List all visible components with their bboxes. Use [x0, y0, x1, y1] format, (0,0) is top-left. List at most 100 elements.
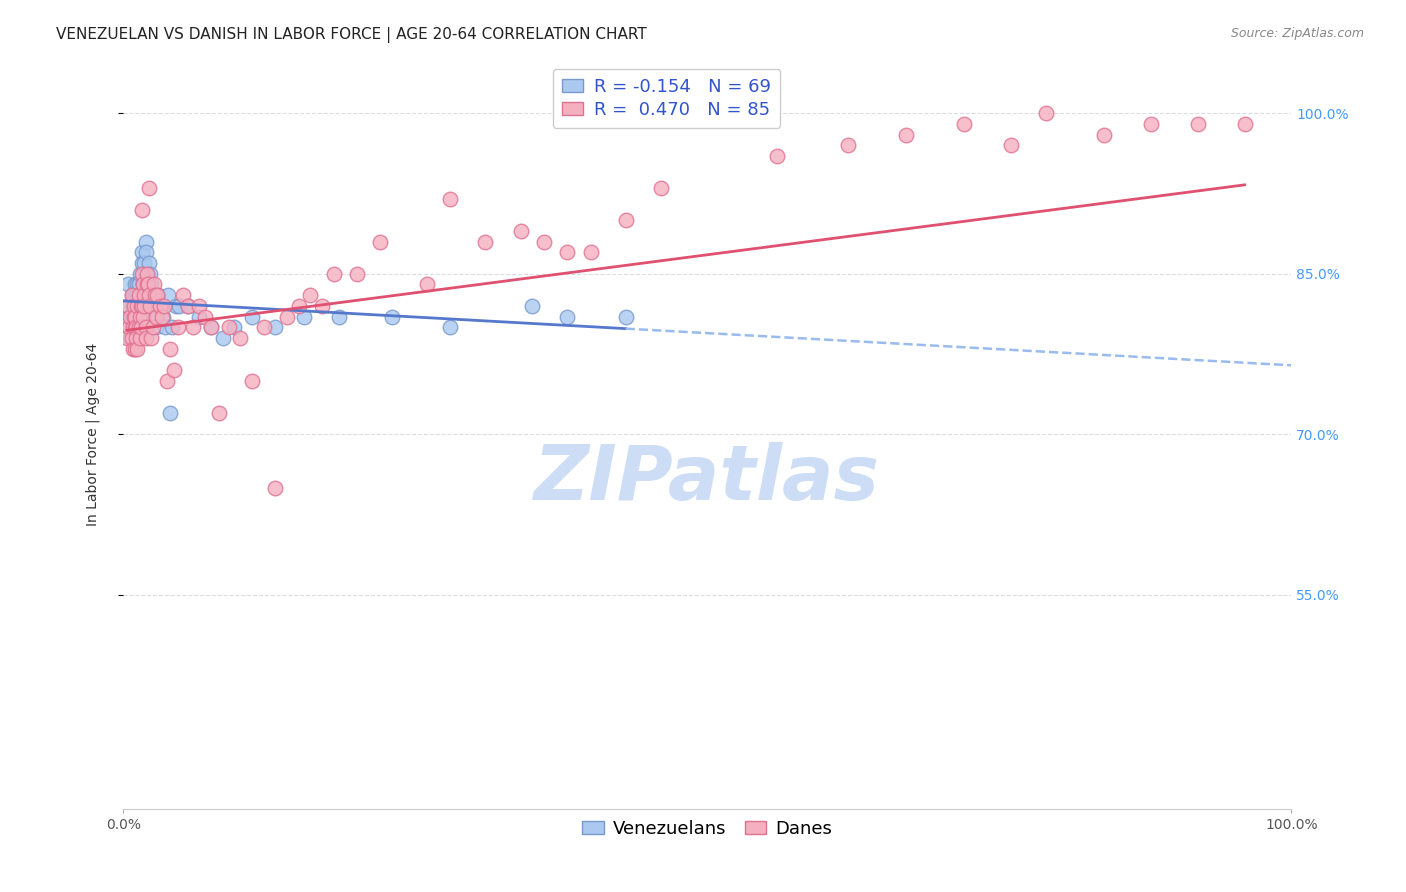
Point: [614, 213, 637, 227]
Point: [439, 192, 461, 206]
Point: [122, 288, 145, 302]
Point: [131, 245, 153, 260]
Point: [122, 310, 145, 324]
Point: [125, 320, 148, 334]
Point: [159, 342, 181, 356]
Point: [533, 235, 555, 249]
Point: [169, 299, 191, 313]
Point: [138, 181, 160, 195]
Point: [120, 310, 142, 324]
Point: [120, 331, 142, 345]
Text: ZIPatlas: ZIPatlas: [534, 442, 880, 516]
Point: [125, 331, 148, 345]
Point: [134, 288, 156, 302]
Point: [115, 299, 138, 313]
Point: [252, 320, 274, 334]
Point: [129, 320, 152, 334]
Point: [156, 374, 179, 388]
Point: [381, 310, 404, 324]
Point: [141, 331, 163, 345]
Point: [264, 481, 287, 495]
Point: [135, 320, 157, 334]
Point: [311, 299, 333, 313]
Point: [122, 310, 145, 324]
Point: [766, 149, 789, 163]
Point: [131, 256, 153, 270]
Point: [128, 267, 150, 281]
Point: [143, 310, 166, 324]
Point: [117, 299, 139, 313]
Point: [894, 128, 917, 142]
Point: [124, 320, 146, 334]
Text: Source: ZipAtlas.com: Source: ZipAtlas.com: [1230, 27, 1364, 40]
Point: [142, 277, 165, 292]
Point: [127, 310, 149, 324]
Point: [200, 320, 222, 334]
Point: [370, 235, 392, 249]
Point: [229, 331, 252, 345]
Point: [299, 288, 322, 302]
Point: [176, 299, 198, 313]
Point: [149, 299, 172, 313]
Point: [135, 245, 157, 260]
Point: [294, 310, 316, 324]
Point: [148, 288, 170, 302]
Point: [121, 331, 143, 345]
Point: [131, 267, 153, 281]
Point: [953, 117, 976, 131]
Point: [614, 310, 637, 324]
Point: [128, 277, 150, 292]
Point: [129, 299, 152, 313]
Point: [240, 374, 263, 388]
Point: [120, 310, 142, 324]
Point: [1187, 117, 1209, 131]
Point: [129, 299, 152, 313]
Point: [1035, 106, 1057, 120]
Point: [117, 277, 139, 292]
Point: [124, 310, 146, 324]
Point: [194, 310, 217, 324]
Point: [162, 320, 184, 334]
Point: [555, 310, 578, 324]
Point: [135, 235, 157, 249]
Point: [156, 288, 179, 302]
Point: [146, 288, 169, 302]
Point: [139, 299, 162, 313]
Point: [509, 224, 531, 238]
Point: [135, 267, 157, 281]
Point: [124, 277, 146, 292]
Point: [128, 299, 150, 313]
Point: [188, 299, 211, 313]
Point: [121, 310, 143, 324]
Point: [142, 299, 165, 313]
Point: [121, 288, 143, 302]
Point: [136, 277, 159, 292]
Point: [121, 320, 143, 334]
Point: [124, 288, 146, 302]
Point: [1233, 117, 1256, 131]
Point: [125, 320, 148, 334]
Point: [143, 288, 166, 302]
Point: [118, 320, 141, 334]
Point: [131, 299, 153, 313]
Point: [121, 299, 143, 313]
Point: [118, 320, 141, 334]
Point: [183, 320, 205, 334]
Point: [142, 320, 165, 334]
Point: [176, 299, 198, 313]
Point: [128, 310, 150, 324]
Point: [121, 342, 143, 356]
Legend: Venezuelans, Danes: Venezuelans, Danes: [575, 813, 839, 845]
Y-axis label: In Labor Force | Age 20-64: In Labor Force | Age 20-64: [86, 343, 100, 526]
Point: [131, 202, 153, 217]
Point: [150, 310, 173, 324]
Point: [153, 299, 176, 313]
Point: [208, 406, 231, 420]
Point: [328, 310, 350, 324]
Point: [142, 288, 165, 302]
Point: [127, 277, 149, 292]
Point: [128, 331, 150, 345]
Point: [127, 342, 149, 356]
Point: [224, 320, 246, 334]
Point: [152, 310, 174, 324]
